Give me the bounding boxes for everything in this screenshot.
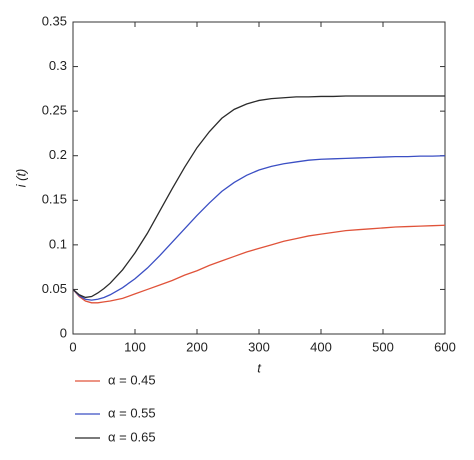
y-tick-label: 0.3 xyxy=(49,58,67,73)
y-tick-label: 0.05 xyxy=(42,281,67,296)
y-axis-label: i (t) xyxy=(13,169,28,188)
x-tick-label: 200 xyxy=(186,339,208,354)
data-line xyxy=(72,224,446,304)
legend-label: α = 0.45 xyxy=(108,372,156,387)
x-tick-label: 0 xyxy=(69,339,76,354)
y-tick-label: 0.15 xyxy=(42,192,67,207)
legend-label: α = 0.65 xyxy=(108,429,156,444)
y-tick-label: 0 xyxy=(60,325,67,340)
legend-label: α = 0.55 xyxy=(108,405,156,420)
y-tick-label: 0.1 xyxy=(49,236,67,251)
x-tick-label: 300 xyxy=(248,339,270,354)
y-tick-label: 0.2 xyxy=(49,147,67,162)
x-tick-label: 400 xyxy=(310,339,332,354)
data-line xyxy=(72,155,446,301)
x-tick-label: 100 xyxy=(124,339,146,354)
x-tick-label: 500 xyxy=(372,339,394,354)
x-axis-label: t xyxy=(257,360,262,375)
y-tick-label: 0.25 xyxy=(42,103,67,118)
plot-frame xyxy=(72,21,446,335)
y-tick-label: 0.35 xyxy=(42,13,67,28)
data-line xyxy=(72,95,445,299)
x-tick-label: 600 xyxy=(434,339,456,354)
